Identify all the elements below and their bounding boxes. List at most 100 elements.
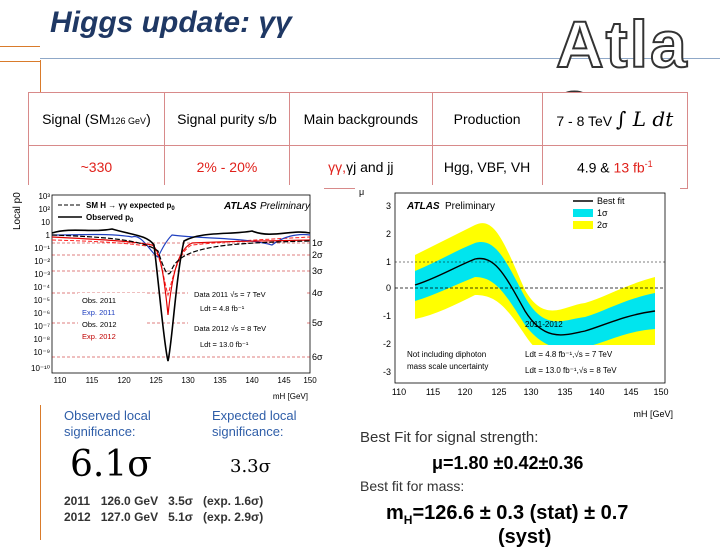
svg-text:4σ: 4σ — [312, 288, 323, 298]
observed-significance-value: 6.1σ — [70, 444, 152, 485]
svg-text:140: 140 — [589, 387, 604, 397]
svg-text:1: 1 — [386, 257, 391, 267]
svg-text:150: 150 — [653, 387, 668, 397]
period-label: 2011-2012 — [525, 320, 563, 329]
header-lumi: 7 - 8 TeV ∫ L dt — [541, 92, 689, 146]
svg-text:115: 115 — [86, 376, 99, 385]
svg-text:110: 110 — [54, 376, 67, 385]
svg-text:150: 150 — [303, 376, 317, 385]
svg-text:2σ: 2σ — [312, 250, 323, 260]
mass-value-syst: (syst) — [498, 526, 552, 548]
svg-text:0: 0 — [386, 283, 391, 293]
svg-text:10⁻⁴: 10⁻⁴ — [33, 283, 50, 292]
right-yticks: 3 2 1 0 -1 -2 -3 — [383, 201, 391, 377]
table-row: ~330 2% - 20% γγ,γj and jj Hgg, VBF, VH … — [28, 145, 689, 189]
svg-text:125: 125 — [491, 387, 506, 397]
svg-text:135: 135 — [213, 376, 227, 385]
svg-text:6σ: 6σ — [312, 352, 323, 362]
svg-text:145: 145 — [277, 376, 291, 385]
table-row: 2011 126.0 GeV 3.5σ (exp. 1.6σ) — [64, 494, 264, 508]
svg-text:10⁻⁶: 10⁻⁶ — [34, 309, 50, 318]
cell-purity: 2% - 20% — [163, 145, 291, 189]
svg-text:10²: 10² — [38, 205, 50, 214]
right-ylabel: μ — [359, 187, 364, 197]
table-header-row: Signal (SM126 GeV) Signal purity s/b Mai… — [28, 92, 689, 146]
cell-signal: ~330 — [28, 145, 165, 189]
svg-text:-3: -3 — [383, 367, 391, 377]
svg-text:Ldt = 13.0 fb⁻¹,√s = 8 TeV: Ldt = 13.0 fb⁻¹,√s = 8 TeV — [525, 366, 617, 375]
svg-text:130: 130 — [181, 376, 195, 385]
right-xlabel: mH [GeV] — [633, 409, 673, 419]
svg-text:115: 115 — [426, 387, 440, 397]
cell-backgrounds: γγ,γj and jj — [289, 145, 433, 189]
svg-text:mass scale uncertainty: mass scale uncertainty — [407, 362, 488, 371]
expected-combined-curve — [51, 234, 311, 275]
svg-text:Obs. 2012: Obs. 2012 — [82, 320, 117, 329]
left-atlas-label: ATLAS — [223, 201, 257, 212]
svg-text:Data 2011 √s = 7 TeV: Data 2011 √s = 7 TeV — [194, 290, 266, 299]
svg-text:10⁻⁹: 10⁻⁹ — [33, 348, 50, 357]
svg-text:110: 110 — [392, 387, 406, 397]
svg-text:3: 3 — [386, 201, 391, 211]
expected-significance-label: Expected local significance: — [212, 408, 297, 439]
bestfit-mass-label: Best fit for mass: — [360, 478, 465, 494]
header-production: Production — [431, 92, 543, 146]
svg-text:Exp. 2011: Exp. 2011 — [82, 308, 115, 317]
svg-text:Not including diphoton: Not including diphoton — [407, 350, 486, 359]
header-purity: Signal purity s/b — [163, 92, 291, 146]
left-sub-legend: Obs. 2011 Exp. 2011 Obs. 2012 Exp. 2012 — [78, 293, 146, 345]
significance-by-year-table: 2011 126.0 GeV 3.5σ (exp. 1.6σ) 2012 127… — [58, 492, 269, 526]
obs-2011-curve — [51, 233, 311, 258]
header-signal: Signal (SM126 GeV) — [28, 92, 165, 146]
svg-text:135: 135 — [557, 387, 572, 397]
svg-text:Ldt = 13.0 fb⁻¹: Ldt = 13.0 fb⁻¹ — [200, 340, 249, 349]
svg-text:10⁻⁸: 10⁻⁸ — [34, 335, 51, 344]
cell-lumi: 4.9 & 13 fb-1 — [541, 145, 689, 189]
svg-text:120: 120 — [457, 387, 472, 397]
title-rule-orange — [0, 46, 40, 62]
right-atlas-label: ATLAS — [406, 201, 440, 212]
observed-significance-label: Observed local significance: — [64, 408, 151, 439]
svg-text:Ldt = 4.8 fb⁻¹,√s = 7 TeV: Ldt = 4.8 fb⁻¹,√s = 7 TeV — [525, 350, 613, 359]
left-data-notes: Data 2011 √s = 7 TeV Ldt = 4.8 fb⁻¹ Data… — [188, 287, 306, 355]
atlas-logo-line1: Atla — [555, 7, 689, 81]
svg-text:1σ: 1σ — [597, 208, 608, 218]
svg-text:10⁻²: 10⁻² — [34, 257, 50, 266]
svg-text:10⁻¹⁰: 10⁻¹⁰ — [31, 364, 50, 373]
svg-text:120: 120 — [117, 376, 131, 385]
svg-text:Data 2012 √s = 8 TeV: Data 2012 √s = 8 TeV — [194, 324, 266, 333]
svg-text:-1: -1 — [383, 311, 391, 321]
obs-2012-curve — [51, 236, 311, 316]
signal-strength-plot: μ 3 2 1 0 -1 -2 -3 ATLAS Preliminary Bes… — [355, 185, 680, 423]
left-xlabel: mH [GeV] — [273, 392, 308, 401]
svg-text:1: 1 — [46, 231, 51, 240]
svg-text:10⁻¹: 10⁻¹ — [34, 244, 50, 253]
right-legend: Best fit 1σ 2σ — [573, 196, 625, 230]
left-ylabel: Local p0 — [12, 192, 23, 230]
signal-table: Signal (SM126 GeV) Signal purity s/b Mai… — [28, 92, 689, 189]
svg-text:10⁻⁵: 10⁻⁵ — [34, 296, 50, 305]
svg-text:Ldt = 4.8 fb⁻¹: Ldt = 4.8 fb⁻¹ — [200, 304, 245, 313]
right-prelim-label: Preliminary — [445, 201, 495, 212]
right-notes: Not including diphoton mass scale uncert… — [403, 345, 661, 379]
svg-text:130: 130 — [523, 387, 538, 397]
svg-text:125: 125 — [149, 376, 163, 385]
svg-text:Best fit: Best fit — [597, 196, 625, 206]
svg-text:2: 2 — [386, 229, 391, 239]
svg-text:2σ: 2σ — [597, 220, 608, 230]
svg-text:140: 140 — [245, 376, 259, 385]
slide-title: Higgs update: γγ — [50, 6, 292, 39]
bestfit-signal-label: Best Fit for signal strength: — [360, 429, 539, 446]
mu-value: μ=1.80 ±0.42±0.36 — [432, 453, 584, 473]
left-prelim-label: Preliminary — [260, 201, 311, 212]
local-p0-plot: Local p0 10³ 10² 10 1 10⁻¹ 10⁻² 10⁻³ 10⁻… — [12, 185, 324, 405]
header-backgrounds: Main backgrounds — [289, 92, 433, 146]
svg-text:SM H → γγ expected p0: SM H → γγ expected p0 — [86, 201, 175, 212]
best-fit-line — [414, 257, 656, 336]
svg-text:145: 145 — [623, 387, 638, 397]
right-xticks: 110 115 120 125 130 135 140 145 150 — [392, 387, 669, 397]
left-yticks: 10³ 10² 10 1 10⁻¹ 10⁻² 10⁻³ 10⁻⁴ 10⁻⁵ 10… — [31, 192, 51, 373]
observed-combined-curve — [51, 228, 311, 362]
svg-text:5σ: 5σ — [312, 318, 323, 328]
svg-text:Exp. 2012: Exp. 2012 — [82, 332, 116, 341]
